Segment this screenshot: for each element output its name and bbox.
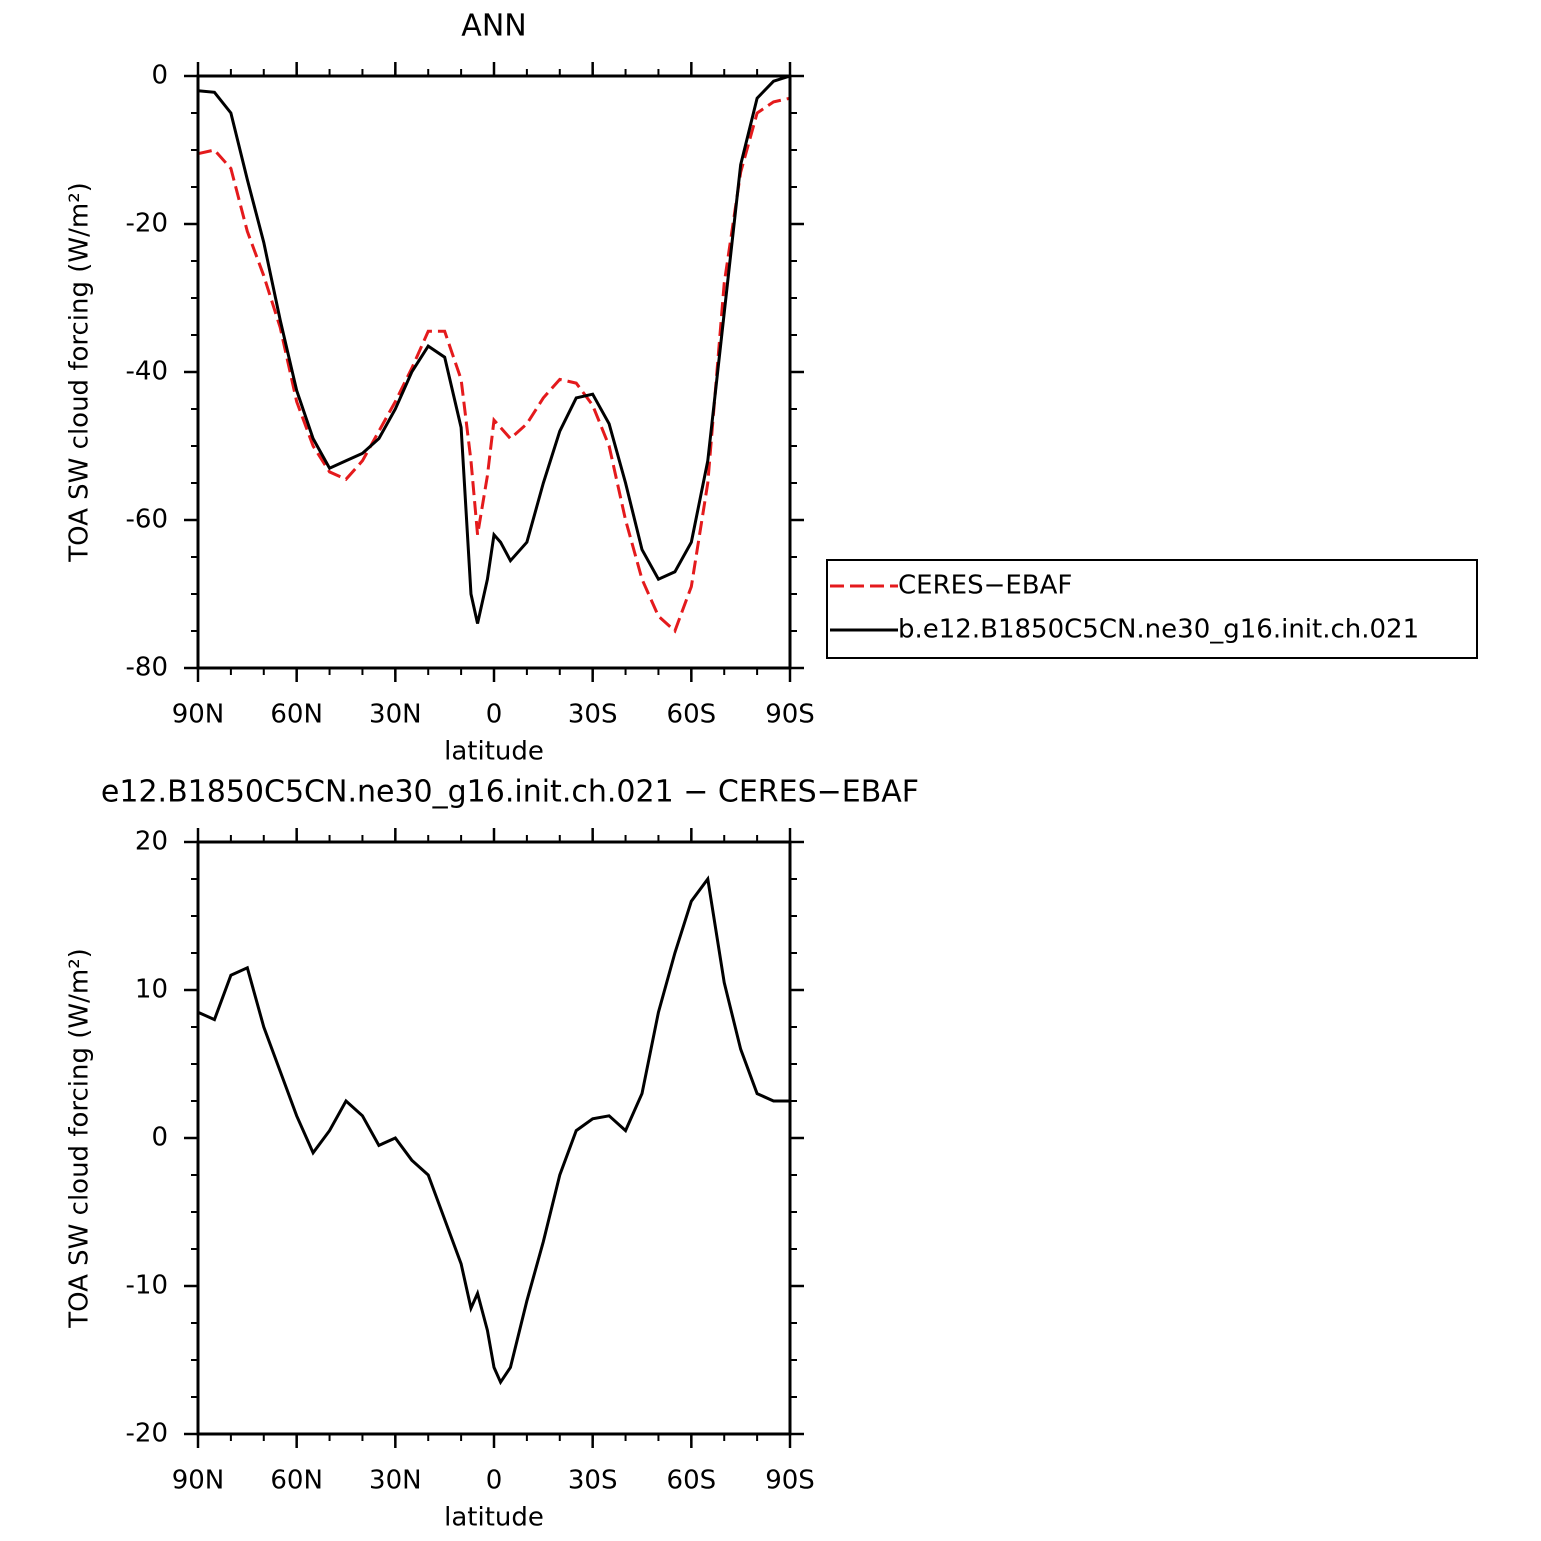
x-tick-label: 60N (270, 1466, 323, 1496)
x-tick-label: 0 (486, 700, 503, 730)
y-tick-label: 10 (135, 975, 168, 1005)
x-tick-label: 90N (172, 1466, 225, 1496)
legend-label: CERES−EBAF (898, 571, 1072, 601)
y-tick-label: -40 (126, 357, 168, 387)
y-axis-label: TOA SW cloud forcing (W/m²) (65, 948, 95, 1329)
y-tick-label: -80 (126, 653, 168, 683)
y-tick-label: 20 (135, 827, 168, 857)
plot-frame (196, 74, 792, 670)
x-axis-label: latitude (444, 1503, 544, 1533)
x-axis-label: latitude (444, 737, 544, 767)
x-tick-label: 90S (765, 700, 815, 730)
x-tick-label: 30S (568, 1466, 618, 1496)
data-line (197, 74, 791, 624)
y-tick-label: -20 (126, 209, 168, 239)
data-line (197, 875, 790, 1386)
x-tick-label: 60N (270, 700, 323, 730)
y-tick-label: -60 (126, 505, 168, 535)
x-tick-label: 0 (486, 1466, 503, 1496)
y-tick-label: 0 (151, 1123, 168, 1153)
plot-frame (196, 840, 792, 1436)
x-tick-label: 60S (667, 700, 717, 730)
x-tick-label: 30S (568, 700, 618, 730)
data-line (197, 96, 791, 634)
y-tick-label: -10 (126, 1271, 168, 1301)
legend-label: b.e12.B1850C5CN.ne30_g16.init.ch.021 (898, 615, 1419, 645)
x-tick-label: 90S (765, 1466, 815, 1496)
x-tick-label: 90N (172, 700, 225, 730)
chart-title: ANN (461, 9, 526, 44)
legend-box (826, 559, 1478, 659)
x-tick-label: 30N (369, 700, 422, 730)
y-tick-label: -20 (126, 1419, 168, 1449)
x-tick-label: 60S (667, 1466, 717, 1496)
x-tick-label: 30N (369, 1466, 422, 1496)
y-tick-label: 0 (151, 61, 168, 91)
y-axis-label: TOA SW cloud forcing (W/m²) (65, 182, 95, 563)
chart-title: e12.B1850C5CN.ne30_g16.init.ch.021 − CER… (101, 775, 919, 810)
